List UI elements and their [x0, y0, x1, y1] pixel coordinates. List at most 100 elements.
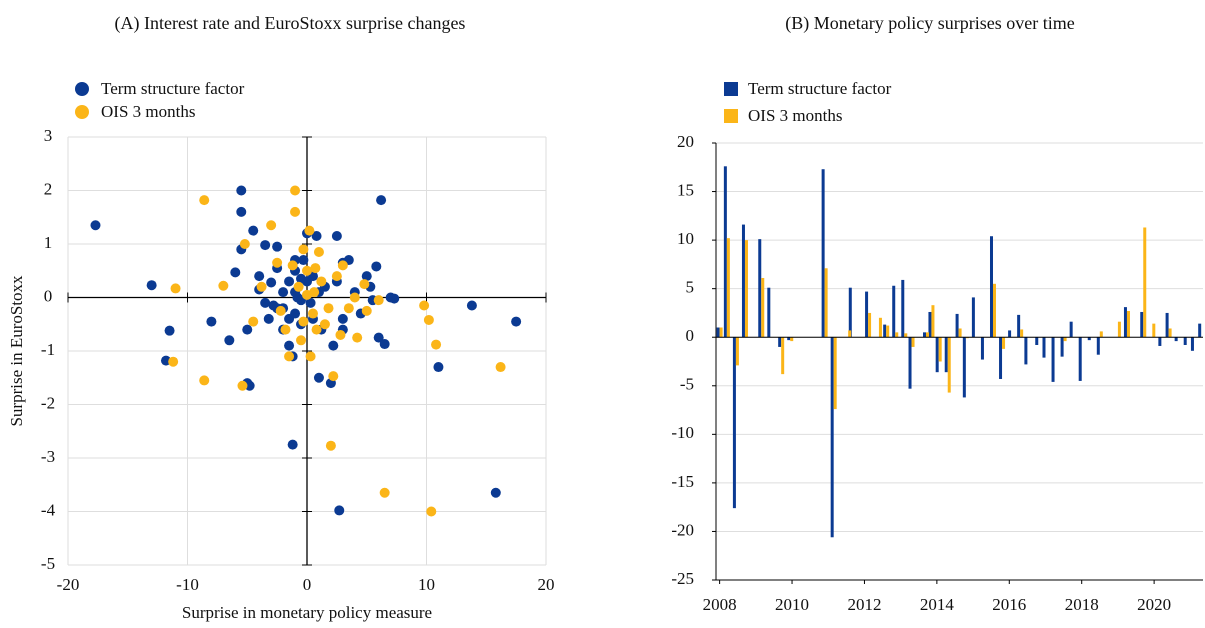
bar — [1087, 337, 1091, 341]
bar — [878, 317, 882, 338]
bar — [716, 327, 720, 338]
y-tick-label: 1 — [44, 233, 53, 252]
point — [334, 505, 345, 516]
point — [361, 271, 372, 282]
y-tick-label: 20 — [677, 132, 694, 151]
bar — [781, 337, 785, 375]
bar — [761, 277, 765, 338]
point — [325, 440, 336, 451]
y-tick-label: -4 — [41, 500, 56, 519]
point — [263, 313, 274, 324]
bar — [1198, 323, 1202, 338]
bar — [778, 337, 782, 347]
x-tick-label: 2018 — [1065, 595, 1099, 614]
legend-label: OIS 3 months — [101, 102, 195, 121]
point — [298, 316, 309, 327]
bar — [1140, 311, 1144, 338]
point — [511, 316, 522, 327]
chart-title: (B) Monetary policy surprises over time — [785, 13, 1075, 33]
point — [290, 185, 301, 196]
bar — [1152, 323, 1156, 338]
point — [237, 380, 248, 391]
y-tick-label: -5 — [680, 375, 694, 394]
x-tick-label: 0 — [303, 575, 312, 594]
bar — [947, 337, 951, 393]
bar — [1126, 311, 1130, 338]
point — [359, 279, 370, 290]
bar — [1165, 312, 1169, 338]
bar — [944, 337, 948, 373]
point — [199, 195, 210, 206]
y-tick-label: -25 — [671, 569, 694, 588]
x-tick-label: 2012 — [847, 595, 881, 614]
point — [256, 281, 267, 292]
point — [260, 297, 271, 308]
bar — [1078, 337, 1082, 381]
point — [287, 260, 298, 271]
bar — [886, 325, 890, 338]
point — [331, 230, 342, 241]
x-tick-label: -10 — [176, 575, 199, 594]
bar — [787, 337, 791, 341]
point — [304, 225, 315, 236]
bar — [1017, 314, 1021, 338]
point — [331, 271, 342, 282]
point — [230, 267, 241, 278]
y-tick-label: -2 — [41, 393, 55, 412]
point — [302, 289, 312, 300]
bar — [926, 332, 930, 338]
point — [218, 280, 229, 291]
point — [296, 335, 307, 346]
point — [495, 362, 506, 373]
point — [284, 340, 295, 351]
point — [389, 293, 400, 304]
bar — [1002, 337, 1006, 349]
point — [278, 287, 289, 298]
bar — [824, 268, 828, 338]
bar — [868, 312, 872, 338]
bar — [1099, 331, 1103, 338]
bar — [865, 291, 869, 338]
y-tick-label: 15 — [677, 180, 694, 199]
point — [266, 277, 277, 288]
point — [298, 255, 309, 266]
y-tick-label: -15 — [671, 472, 694, 491]
x-axis-label: Surprise in monetary policy measure — [182, 603, 432, 622]
point — [426, 506, 437, 517]
x-tick-label: 2020 — [1137, 595, 1171, 614]
y-tick-label: -10 — [671, 423, 694, 442]
point — [323, 303, 334, 314]
legend-marker — [75, 82, 89, 96]
point — [313, 372, 324, 383]
x-tick-label: -20 — [57, 575, 80, 594]
bar — [938, 337, 942, 362]
point — [146, 280, 157, 291]
point — [379, 339, 390, 350]
point — [290, 308, 301, 319]
bar — [989, 236, 993, 338]
bar — [1168, 328, 1172, 338]
point — [242, 324, 253, 335]
point — [305, 297, 316, 308]
point — [164, 325, 175, 336]
point — [313, 247, 324, 258]
bar — [1123, 307, 1127, 338]
bar — [821, 169, 825, 338]
point — [284, 276, 295, 287]
x-tick-label: 2008 — [703, 595, 737, 614]
point — [328, 340, 339, 351]
point — [260, 240, 271, 251]
point — [244, 380, 255, 391]
point — [272, 241, 283, 252]
bar — [1024, 337, 1028, 365]
point — [311, 230, 322, 241]
point — [352, 332, 363, 343]
point — [224, 335, 235, 346]
bar — [892, 285, 896, 338]
point — [311, 324, 322, 335]
bar — [1020, 329, 1024, 338]
point — [248, 316, 259, 327]
y-tick-label: -3 — [41, 447, 55, 466]
bar — [1117, 321, 1121, 338]
